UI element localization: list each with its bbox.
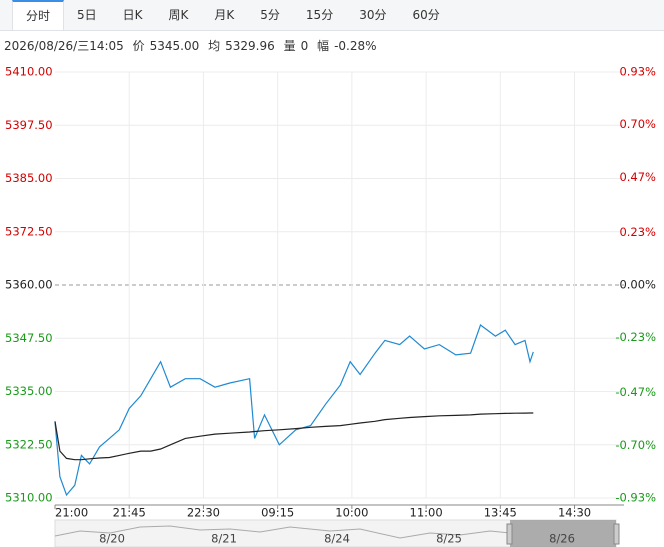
value: 5329.96 — [225, 39, 275, 53]
navigator-handle[interactable] — [506, 523, 513, 545]
y2-tick-label: 0.93% — [619, 65, 656, 79]
series-line — [54, 412, 534, 461]
tab[interactable]: 分时 — [12, 0, 65, 30]
navigator-line — [54, 525, 511, 539]
y-tick-label: 5360.00 — [5, 278, 53, 292]
x-tick-label: 22:30 — [187, 506, 220, 520]
navigator — [54, 519, 620, 547]
y-tick-label: 5347.50 — [5, 331, 53, 345]
navigator-date: 8/25 — [436, 532, 462, 546]
x-tick-label: 09:15 — [261, 506, 294, 520]
y2-tick-label: -0.23% — [615, 330, 656, 344]
series-line — [54, 324, 534, 497]
tab[interactable]: 5日 — [77, 8, 97, 22]
label: 价 — [132, 39, 145, 53]
y-tick-label: 5372.50 — [5, 224, 53, 238]
tab[interactable]: 日K — [122, 8, 143, 22]
x-tick-label: 13:45 — [484, 506, 517, 520]
navigator-handle[interactable] — [613, 523, 620, 545]
y-tick-label: 5397.50 — [5, 118, 53, 132]
y-tick-label: 5310.00 — [5, 491, 53, 505]
datetime: 2026/08/26/三14:05 — [4, 39, 124, 53]
x-tick-label: 21:00 — [55, 506, 88, 520]
tab[interactable]: 30分 — [359, 8, 387, 22]
x-tick-label: 11:00 — [410, 506, 443, 520]
tab[interactable]: 15分 — [305, 8, 334, 22]
y2-tick-label: 0.23% — [619, 225, 656, 239]
y-tick-label: 5410.00 — [5, 65, 53, 79]
y2-tick-label: 0.47% — [619, 170, 656, 184]
navigator-date: 8/21 — [211, 532, 237, 546]
navigator-date: 8/24 — [324, 532, 350, 546]
navigator-date: 8/20 — [99, 532, 125, 546]
tab[interactable]: 60分 — [412, 8, 440, 22]
tab[interactable]: 月K — [214, 8, 235, 22]
navigator-date: 8/26 — [549, 532, 575, 546]
tab-bar: 分时 5日 日K 周K 月K 5分 15分 30分 60分 — [0, 0, 664, 31]
y-tick-label: 5322.50 — [5, 437, 53, 451]
value: -0.28% — [334, 39, 377, 53]
y2-tick-label: 0.00% — [619, 278, 656, 292]
y2-tick-label: -0.93% — [615, 491, 656, 505]
x-tick-label: 10:00 — [335, 506, 368, 520]
y2-tick-label: 0.70% — [619, 117, 656, 131]
x-tick-label: 21:45 — [113, 506, 146, 520]
label: 量 — [283, 39, 296, 53]
y2-tick-label: -0.47% — [615, 385, 656, 399]
value: 0 — [300, 39, 309, 53]
tab[interactable]: 周K — [168, 8, 189, 22]
y-tick-label: 5335.00 — [5, 384, 53, 398]
value: 5345.00 — [149, 39, 200, 53]
navigator-selection[interactable] — [510, 520, 616, 547]
x-tick-label: 14:30 — [558, 506, 591, 520]
y-tick-label: 5385.00 — [5, 171, 53, 185]
tab[interactable]: 5分 — [260, 8, 280, 22]
label: 均 — [208, 39, 221, 53]
y2-tick-label: -0.70% — [615, 438, 656, 452]
label: 幅 — [317, 39, 330, 53]
